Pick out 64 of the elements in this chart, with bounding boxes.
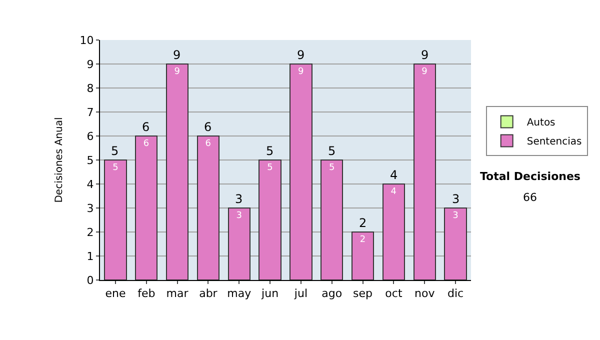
x-tick-label: mar: [166, 287, 189, 300]
total-label: 9: [297, 48, 305, 62]
data-label: 9: [174, 67, 180, 77]
x-tick-label: ene: [105, 287, 126, 300]
bar: [320, 160, 344, 280]
bar: [351, 232, 374, 280]
data-label: 6: [143, 139, 150, 149]
x-tick-label: dic: [447, 287, 464, 300]
y-tick-label: 2: [86, 226, 94, 239]
data-label: 5: [267, 163, 273, 173]
total-label: 3: [235, 192, 243, 206]
bar: [413, 64, 436, 280]
x-tick-label: abr: [199, 287, 218, 300]
bar: [382, 184, 406, 280]
bar: [135, 136, 158, 280]
bar: [104, 160, 127, 280]
total-label: 4: [390, 168, 398, 182]
bar: [228, 208, 250, 280]
y-axis-title: Decisiones Anual: [54, 117, 65, 203]
data-label: 5: [112, 163, 118, 173]
y-tick-label: 5: [86, 154, 94, 167]
y-tick-label: 1: [86, 250, 94, 263]
y-tick-label: 3: [86, 202, 94, 215]
x-tick-label: sep: [353, 287, 373, 300]
data-label: 4: [390, 187, 397, 197]
data-label: 9: [422, 67, 428, 77]
y-tick-label: 6: [86, 130, 94, 143]
x-tick-label: feb: [138, 287, 156, 300]
text: Total Decisiones: [480, 170, 581, 183]
total-label: 6: [142, 120, 150, 134]
total-label: 2: [359, 216, 367, 230]
data-label: 3: [236, 211, 242, 221]
x-tick-label: ago: [322, 287, 342, 300]
bar: [258, 160, 282, 280]
bar: [166, 64, 189, 280]
bar: [196, 136, 220, 280]
bar: [290, 64, 312, 280]
data-label: 6: [205, 139, 212, 149]
x-tick-label: nov: [414, 287, 436, 300]
total-label: 9: [173, 48, 181, 62]
legend-label: Autos: [526, 118, 556, 129]
total-label: 5: [328, 144, 336, 158]
data-label: 3: [452, 211, 458, 221]
y-tick-label: 4: [86, 178, 94, 191]
data-label: 2: [360, 235, 366, 245]
y-tick-label: 10: [80, 34, 94, 47]
text: 66: [523, 191, 537, 204]
x-tick-label: may: [227, 287, 252, 300]
total-label: 5: [111, 144, 119, 158]
total-label: 6: [204, 120, 212, 134]
y-tick-label: 9: [86, 58, 94, 71]
y-tick-label: 7: [86, 106, 94, 119]
x-tick-label: oct: [385, 287, 403, 300]
y-tick-label: 8: [86, 82, 94, 95]
y-tick-label: 0: [86, 274, 94, 287]
total-label: 5: [266, 144, 274, 158]
data-label: 5: [329, 163, 335, 173]
bar: [444, 208, 467, 280]
total-label: 3: [452, 192, 460, 206]
x-tick-label: jun: [260, 287, 279, 300]
data-label: 9: [298, 67, 304, 77]
x-tick-label: jul: [293, 287, 308, 300]
total-label: 9: [421, 48, 429, 62]
legend-label: Sentencias: [526, 136, 582, 148]
